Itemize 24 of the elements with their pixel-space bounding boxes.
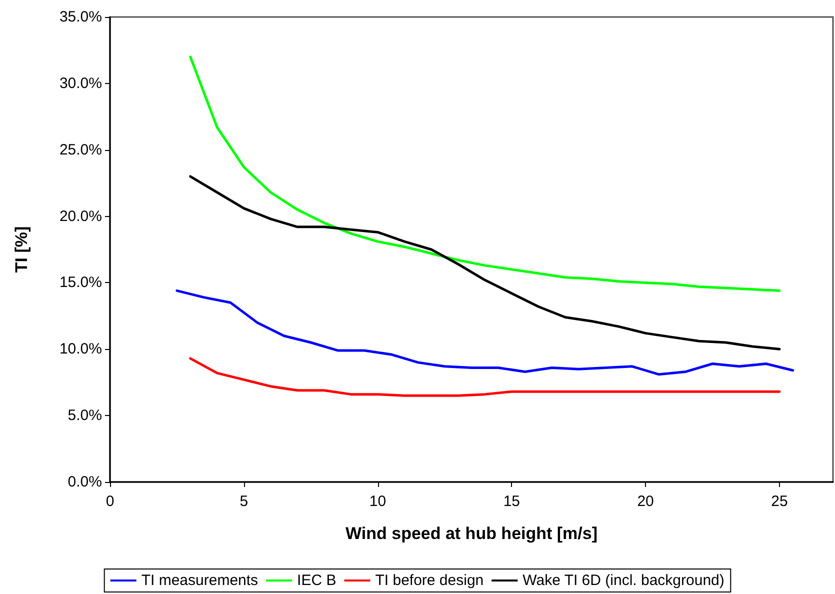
line-series: [189, 56, 781, 292]
line-series: [189, 357, 781, 397]
y-tick-label: 15.0%: [59, 274, 102, 292]
y-tick-label: 25.0%: [59, 141, 102, 158]
line-series: [176, 289, 794, 376]
x-tick-label: 5: [240, 493, 248, 510]
x-tick-label: 25: [771, 493, 788, 510]
x-axis-title: Wind speed at hub height [m/s]: [345, 524, 598, 543]
x-tick-label: 20: [637, 493, 654, 510]
y-tick-label: 30.0%: [59, 74, 102, 92]
legend-label: TI measurements: [141, 572, 258, 589]
y-tick-label: 5.0%: [68, 407, 102, 424]
legend-label: TI before design: [375, 572, 484, 589]
x-tick-label: 15: [503, 493, 520, 510]
y-tick-label: 35.0%: [59, 8, 102, 26]
y-axis-title: TI [%]: [12, 226, 31, 273]
y-tick-label: 10.0%: [59, 340, 102, 358]
y-tick-label: 20.0%: [59, 208, 102, 225]
legend-label: Wake TI 6D (incl. background): [522, 572, 724, 589]
x-tick-label: 0: [106, 493, 114, 510]
line-series: [189, 175, 781, 350]
x-tick-label: 10: [369, 493, 386, 510]
y-tick-label: 0.0%: [68, 474, 102, 490]
legend-label: IEC B: [297, 572, 336, 589]
